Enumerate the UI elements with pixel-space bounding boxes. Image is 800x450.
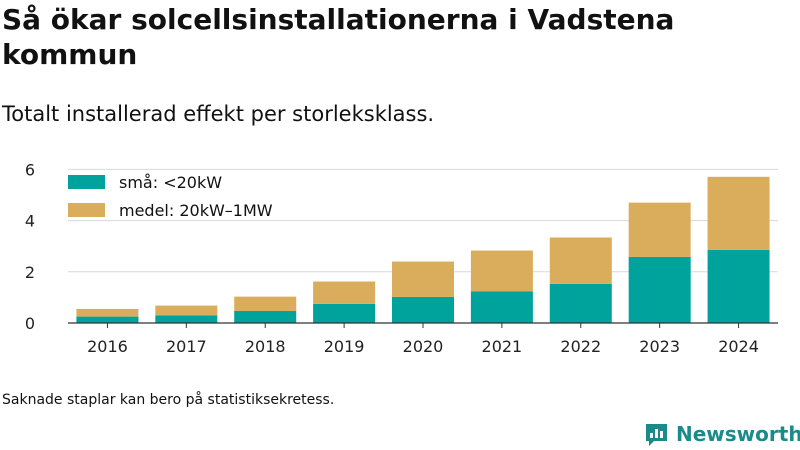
x-tick-label: 2018 xyxy=(245,337,286,356)
x-tick-label: 2020 xyxy=(403,337,444,356)
newsworthy-logo: Newsworthy xyxy=(644,419,800,449)
chart-subtitle: Totalt installerad effekt per storlekskl… xyxy=(2,102,435,126)
bars xyxy=(76,176,770,323)
bar-segment-small xyxy=(76,316,139,323)
brand-name: Newsworthy xyxy=(676,422,800,446)
y-tick-label: 2 xyxy=(25,263,35,282)
legend-label-small: små: <20kW xyxy=(119,173,222,192)
bar-chart: 2016 2017 2018 2019 2020 2021 2022 2023 2024 0 2 4… xyxy=(25,160,778,356)
x-tick-label: 2024 xyxy=(718,337,759,356)
bar-segment-small xyxy=(155,315,218,323)
y-tick-labels: 0 2 4 6 xyxy=(25,160,35,333)
x-ticks: 2016 2017 2018 2019 2020 2021 2022 2023 2024 xyxy=(87,323,759,356)
bar-segment-medium xyxy=(76,308,139,317)
x-tick-label: 2021 xyxy=(482,337,523,356)
x-tick-label: 2022 xyxy=(560,337,601,356)
bar-segment-medium xyxy=(628,202,691,257)
bar-segment-medium xyxy=(392,261,454,297)
x-tick-label: 2016 xyxy=(87,337,128,356)
bar-segment-small xyxy=(392,296,454,323)
bar-segment-small xyxy=(313,303,376,323)
bar-segment-medium xyxy=(234,296,297,311)
x-tick-label: 2017 xyxy=(166,337,207,356)
legend-swatch-medium xyxy=(68,203,105,217)
bar-segment-medium xyxy=(313,281,376,304)
x-tick-label: 2019 xyxy=(324,337,365,356)
y-tick-label: 6 xyxy=(25,160,35,179)
bar-segment-medium xyxy=(155,305,218,316)
chart-title: Så ökar solcellsinstallationerna i Vadst… xyxy=(2,3,675,71)
bar-segment-small xyxy=(549,283,612,323)
y-tick-label: 0 xyxy=(25,314,35,333)
x-tick-label: 2023 xyxy=(639,337,680,356)
newsworthy-logo-icon xyxy=(646,423,667,446)
legend-swatch-small xyxy=(68,175,105,189)
legend-label-medium: medel: 20kW–1MW xyxy=(119,201,273,220)
bar-segment-medium xyxy=(707,176,770,250)
bar-segment-small xyxy=(470,291,533,323)
bar-segment-small xyxy=(628,256,691,323)
legend: små: <20kW medel: 20kW–1MW xyxy=(68,173,273,220)
y-tick-label: 4 xyxy=(25,212,35,231)
bar-segment-medium xyxy=(549,237,612,284)
footnote: Saknade staplar kan bero på statistiksek… xyxy=(2,392,335,408)
bar-segment-small xyxy=(234,310,297,323)
bar-segment-medium xyxy=(470,250,533,292)
bar-segment-small xyxy=(707,249,770,323)
